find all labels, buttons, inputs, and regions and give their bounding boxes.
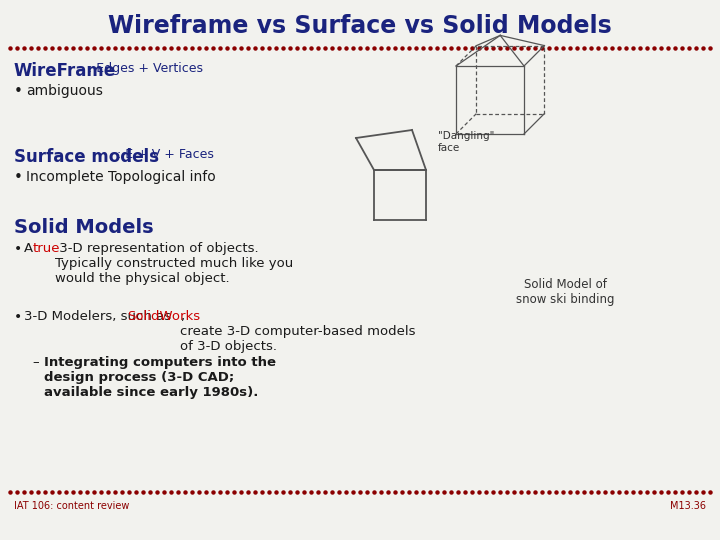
Text: •: •	[14, 170, 23, 185]
Text: •: •	[14, 242, 22, 256]
Text: "Dangling"
face: "Dangling" face	[438, 131, 495, 153]
Text: : E + V + Faces: : E + V + Faces	[117, 148, 214, 161]
Text: WireFrame: WireFrame	[14, 62, 116, 80]
Text: IAT 106: content review: IAT 106: content review	[14, 501, 130, 511]
Text: 3-D Modelers, such as: 3-D Modelers, such as	[24, 310, 176, 323]
Text: true: true	[33, 242, 60, 255]
Text: 3-D representation of objects.
Typically constructed much like you
would the phy: 3-D representation of objects. Typically…	[55, 242, 293, 285]
Text: : Edges + Vertices: : Edges + Vertices	[88, 62, 203, 75]
Text: Surface models: Surface models	[14, 148, 159, 166]
Text: Incomplete Topological info: Incomplete Topological info	[26, 170, 216, 184]
Text: Solid Models: Solid Models	[14, 218, 153, 237]
Text: A: A	[24, 242, 37, 255]
Text: Wireframe vs Surface vs Solid Models: Wireframe vs Surface vs Solid Models	[108, 14, 612, 38]
Text: ,
create 3-D computer-based models
of 3-D objects.: , create 3-D computer-based models of 3-…	[180, 310, 415, 353]
Text: Integrating computers into the
design process (3-D CAD;
available since early 19: Integrating computers into the design pr…	[44, 356, 276, 399]
Text: M13.36: M13.36	[670, 501, 706, 511]
Text: ambiguous: ambiguous	[26, 84, 103, 98]
Text: SolidWorks: SolidWorks	[127, 310, 200, 323]
Text: •: •	[14, 84, 23, 99]
Text: •: •	[14, 310, 22, 324]
Text: –: –	[32, 356, 39, 369]
Text: Solid Model of
snow ski binding: Solid Model of snow ski binding	[516, 278, 614, 306]
